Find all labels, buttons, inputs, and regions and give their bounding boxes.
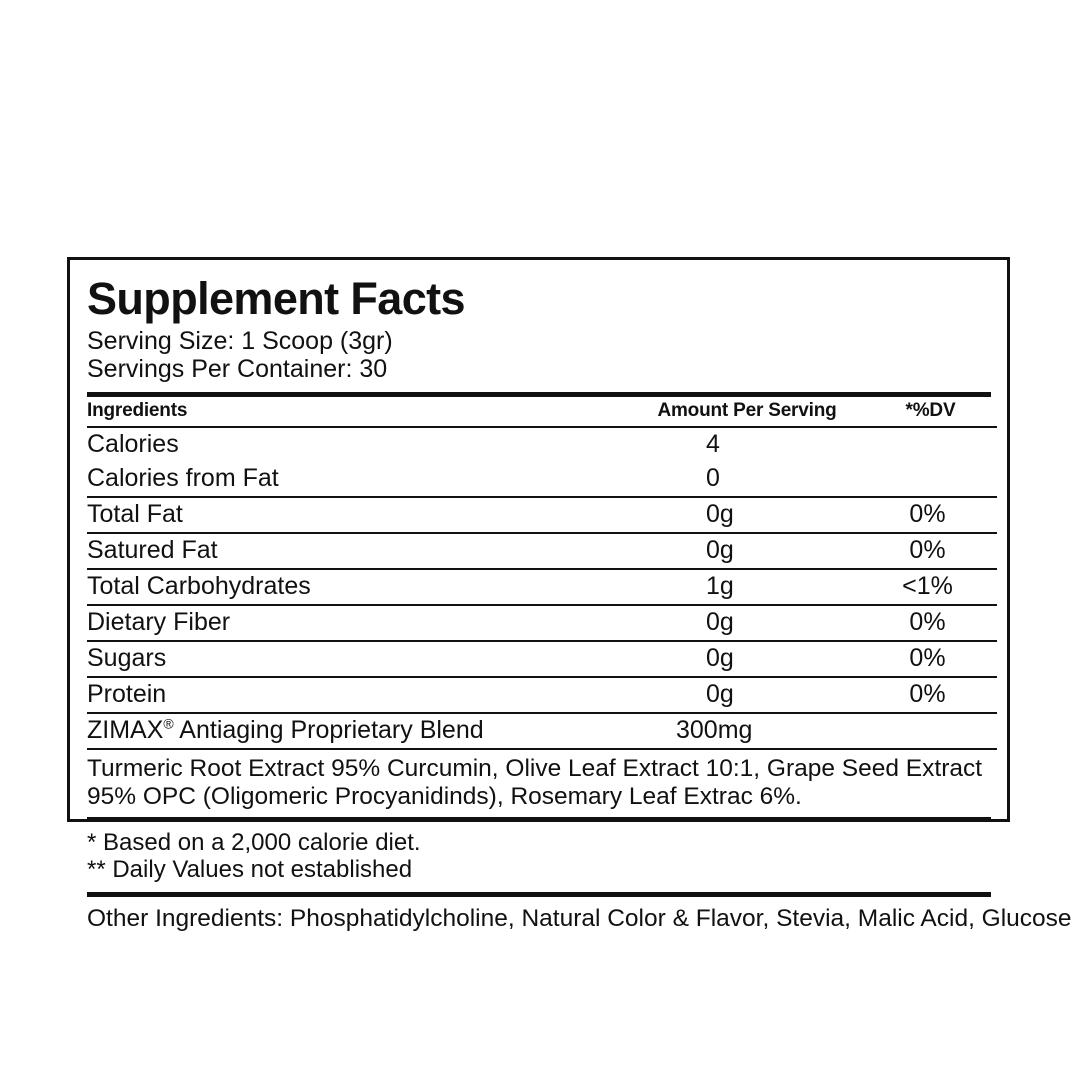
row-amount-satured-fat: 0g (706, 536, 734, 564)
row-amount-dietary-fiber: 0g (706, 608, 734, 636)
row-label-dietary-fiber: Dietary Fiber (87, 608, 231, 636)
row-label-proprietary-blend: ZIMAX® Antiaging Proprietary Blend (87, 714, 632, 748)
column-header-amount-per-serving: Amount Per Serving (657, 400, 837, 421)
row-label-protein: Protein (87, 680, 167, 708)
row-label-total-carbohydrates: Total Carbohydrates (87, 572, 311, 600)
row-divider (87, 748, 999, 750)
table-row: Sugars 0g 0% (87, 642, 999, 676)
row-divider (87, 532, 999, 534)
row-divider (87, 712, 999, 714)
row-dv-proprietary-blend (862, 714, 999, 748)
divider-thick-footnotes (87, 816, 991, 822)
serving-size-line: Serving Size: 1 Scoop (3gr) (87, 327, 393, 355)
table-row: Calories 4 (87, 428, 999, 462)
page-title: Supplement Facts (87, 273, 466, 324)
blend-name-prefix: ZIMAX (87, 716, 164, 744)
servings-per-container-line: Servings Per Container: 30 (87, 355, 388, 383)
row-dv-satured-fat: 0% (909, 536, 946, 564)
row-dv-protein: 0% (909, 680, 946, 708)
supplement-facts-label: Supplement Facts Serving Size: 1 Scoop (… (67, 257, 1080, 932)
row-divider (87, 568, 999, 570)
label-inner-content: Supplement Facts Serving Size: 1 Scoop (… (70, 260, 1080, 932)
divider-thick-top (87, 392, 991, 397)
row-amount-proprietary-blend: 300mg (676, 716, 753, 744)
header-spacer (87, 383, 993, 392)
row-amount-calories-from-fat: 0 (706, 464, 720, 492)
row-dv-total-carbohydrates: <1% (902, 572, 953, 600)
row-amount-total-fat: 0g (706, 500, 734, 528)
other-ingredients-text: Other Ingredients: Phosphatidylcholine, … (87, 904, 1080, 932)
row-label-sugars: Sugars (87, 644, 167, 672)
table-row: Protein 0g 0% (87, 678, 999, 712)
row-amount-protein: 0g (706, 680, 734, 708)
table-row: Dietary Fiber 0g 0% (87, 606, 999, 640)
row-divider (87, 496, 999, 498)
table-header-row: Ingredients Amount Per Serving *%DV (87, 397, 999, 426)
table-row: Calories from Fat 0 (87, 462, 999, 496)
row-amount-sugars: 0g (706, 644, 734, 672)
row-dv-dietary-fiber: 0% (909, 608, 946, 636)
column-header-ingredients: Ingredients (87, 400, 188, 421)
row-amount-calories: 4 (706, 430, 720, 458)
row-dv-calories (862, 428, 999, 462)
row-label-total-fat: Total Fat (87, 500, 183, 528)
row-dv-total-fat: 0% (909, 500, 946, 528)
row-divider (87, 604, 999, 606)
table-row: Total Carbohydrates 1g <1% (87, 570, 999, 604)
blend-name-suffix: Antiaging Proprietary Blend (173, 716, 484, 744)
nutrition-table: Ingredients Amount Per Serving *%DV Calo… (87, 397, 999, 750)
registered-trademark-icon: ® (163, 715, 174, 732)
row-amount-total-carbohydrates: 1g (706, 572, 734, 600)
table-row: Total Fat 0g 0% (87, 498, 999, 532)
table-row-proprietary-blend: ZIMAX® Antiaging Proprietary Blend 300mg (87, 714, 999, 748)
row-dv-calories-from-fat (862, 462, 999, 496)
table-row: Satured Fat 0g 0% (87, 534, 999, 568)
row-label-calories: Calories (87, 430, 179, 458)
footnote-daily-values: ** Daily Values not established (87, 856, 413, 884)
row-label-calories-from-fat: Calories from Fat (87, 464, 279, 492)
row-divider (87, 640, 999, 642)
row-divider (87, 426, 999, 428)
footnote-calorie-diet: * Based on a 2,000 calorie diet. (87, 828, 421, 856)
row-label-satured-fat: Satured Fat (87, 536, 218, 564)
row-divider (87, 676, 999, 678)
column-header-percent-dv: *%DV (905, 400, 956, 421)
row-dv-sugars: 0% (909, 644, 946, 672)
blend-ingredients-text: Turmeric Root Extract 95% Curcumin, Oliv… (87, 755, 983, 810)
divider-thick-other-ingredients (87, 891, 991, 897)
